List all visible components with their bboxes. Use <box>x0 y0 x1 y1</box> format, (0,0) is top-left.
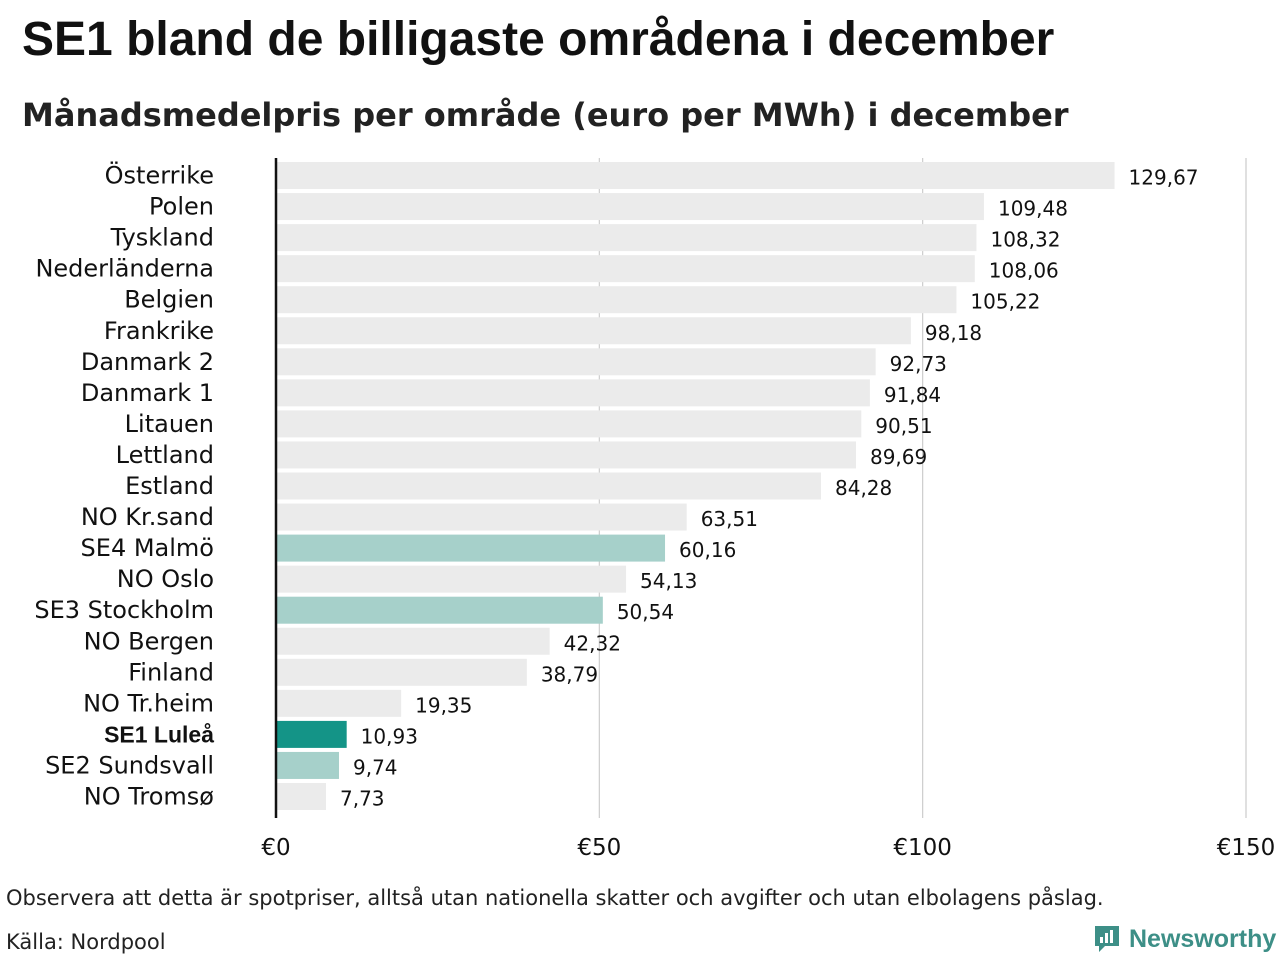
value-label: 108,06 <box>989 259 1059 283</box>
bar <box>277 627 550 655</box>
chart-title: SE1 bland de billigaste områdena i decem… <box>22 13 1055 66</box>
bar <box>277 783 326 810</box>
category-label: NO Oslo <box>117 565 214 593</box>
x-tick-label: €100 <box>893 835 952 861</box>
bar <box>277 162 1115 189</box>
value-label: 9,74 <box>353 755 398 779</box>
bar <box>277 472 822 500</box>
bar <box>277 596 603 624</box>
category-label: NO Bergen <box>84 627 214 655</box>
x-tick-label: €150 <box>1217 835 1276 861</box>
value-label: 42,32 <box>564 631 621 655</box>
value-label: 54,13 <box>640 569 697 593</box>
bar <box>277 317 911 345</box>
value-label: 60,16 <box>679 538 736 562</box>
category-label: SE1 Luleå <box>104 721 214 747</box>
bar <box>277 379 870 407</box>
bar <box>277 503 687 531</box>
bar <box>277 224 977 252</box>
category-label: Danmark 1 <box>81 379 214 407</box>
category-label: Tyskland <box>110 224 214 252</box>
source-label: Källa: Nordpool <box>6 930 166 954</box>
x-axis-tick-labels: €0 €50 €100 €150 <box>261 835 1275 861</box>
bar <box>277 751 339 779</box>
bar <box>277 410 862 438</box>
bar <box>277 255 975 283</box>
category-label: NO Kr.sand <box>81 503 214 531</box>
category-label: NO Tr.heim <box>83 689 214 717</box>
value-label: 89,69 <box>870 445 927 469</box>
chart-subtitle: Månadsmedelpris per område (euro per MWh… <box>22 96 1069 134</box>
bar <box>277 689 402 717</box>
x-tick-label: €0 <box>261 835 290 861</box>
newsworthy-logo-icon <box>1095 926 1119 952</box>
bar-chart: Österrike Polen Tyskland Nederländerna Belgi… <box>34 158 1275 861</box>
category-label: SE2 Sundsvall <box>45 751 214 779</box>
x-tick-label: €50 <box>577 835 621 861</box>
category-label: Danmark 2 <box>81 348 214 376</box>
value-label: 108,32 <box>990 228 1060 252</box>
value-label: 105,22 <box>970 290 1040 314</box>
value-label: 10,93 <box>361 724 418 748</box>
bar <box>277 534 666 562</box>
category-label: SE3 Stockholm <box>34 596 214 624</box>
value-label: 63,51 <box>701 507 758 531</box>
value-label: 38,79 <box>541 662 598 686</box>
value-label: 91,84 <box>884 383 941 407</box>
bar <box>277 286 957 314</box>
category-label: Litauen <box>125 410 214 438</box>
value-label: 98,18 <box>925 321 982 345</box>
bar <box>277 441 856 469</box>
value-label: 7,73 <box>340 787 385 811</box>
category-label: Polen <box>149 193 214 221</box>
value-label: 90,51 <box>875 414 932 438</box>
category-label: Lettland <box>116 441 214 469</box>
value-label: 129,67 <box>1129 166 1199 190</box>
category-label: Österrike <box>105 161 214 190</box>
value-labels: 129,67 109,48 108,32 108,06 105,22 98,18 92,73… <box>340 166 1199 811</box>
bar <box>277 193 984 221</box>
bar <box>277 658 527 686</box>
value-label: 109,48 <box>998 197 1068 221</box>
category-label: NO Tromsø <box>84 783 214 811</box>
bar <box>277 720 347 748</box>
bar <box>277 565 627 593</box>
category-label: Belgien <box>124 286 214 314</box>
brand-logo: Newsworthy <box>1093 924 1276 954</box>
category-label: SE4 Malmö <box>81 534 214 562</box>
category-label: Frankrike <box>104 317 214 345</box>
category-label: Nederländerna <box>35 255 214 283</box>
bar <box>277 348 876 376</box>
value-label: 84,28 <box>835 476 892 500</box>
bars <box>277 162 1115 810</box>
value-label: 50,54 <box>617 600 674 624</box>
category-label: Estland <box>125 472 214 500</box>
brand-name: Newsworthy <box>1129 924 1277 953</box>
category-label: Finland <box>128 658 214 686</box>
value-label: 19,35 <box>415 693 472 717</box>
footnote: Observera att detta är spotpriser, allts… <box>6 886 1104 910</box>
value-label: 92,73 <box>890 352 947 376</box>
category-labels: Österrike Polen Tyskland Nederländerna Belgi… <box>34 161 214 811</box>
